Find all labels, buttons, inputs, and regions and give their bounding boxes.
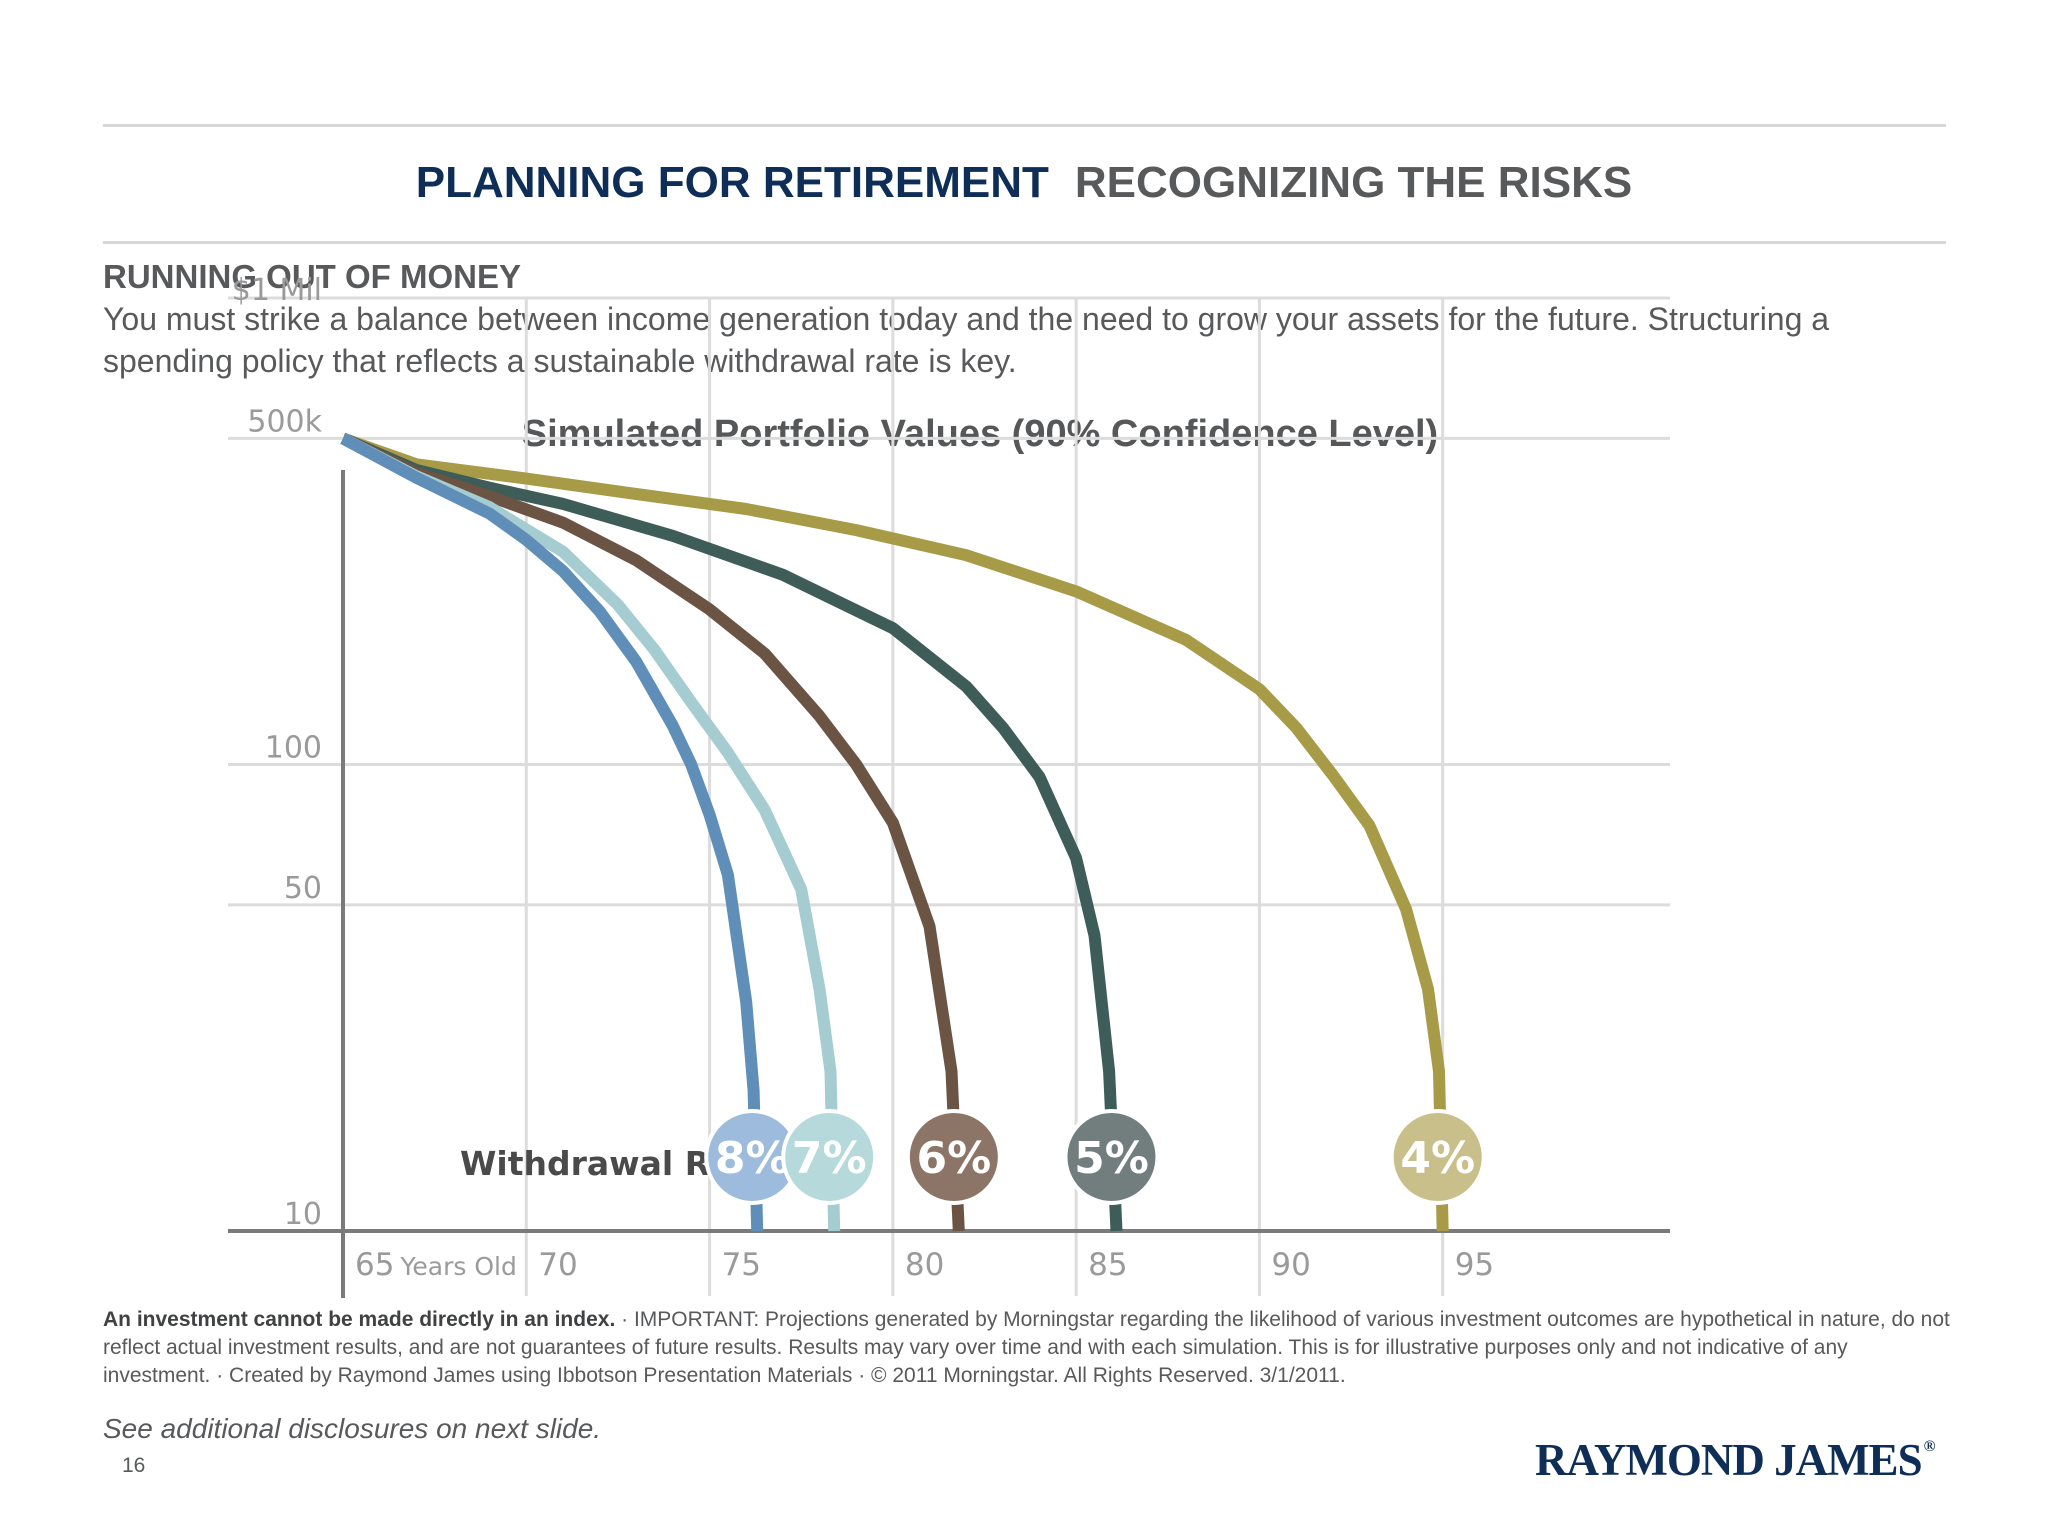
title-divider	[103, 241, 1946, 244]
registered-mark: ®	[1923, 1438, 1936, 1455]
x-tick-label: 65 Years Old	[355, 1247, 517, 1283]
see-more-note: See additional disclosures on next slide…	[103, 1413, 602, 1444]
chart-axes: $1 Mil 500k 100 50 10 65 Years Old 70 75 80 85 90 95	[228, 273, 1670, 1298]
series-line-8pct	[340, 433, 764, 1232]
rate-badge-label: 4%	[1400, 1133, 1475, 1184]
section-heading: RUNNING OUT OF MONEY	[103, 258, 521, 295]
top-divider	[103, 124, 1946, 127]
rate-badge-5pct	[1063, 1109, 1160, 1205]
disclaimer-text: · IMPORTANT: Projections generated by Mo…	[103, 1308, 1950, 1387]
logo-text: RAYMOND JAMES	[1535, 1435, 1923, 1485]
x-tick-label: 75	[722, 1247, 761, 1283]
series-line-5pct	[340, 432, 1123, 1232]
rate-badge-label: 6%	[916, 1133, 991, 1184]
series-line-4pct	[341, 432, 1449, 1232]
rate-badge-label: 5%	[1074, 1133, 1149, 1184]
rate-badge-4pct	[1389, 1109, 1486, 1205]
y-tick-label: $1 Mil	[232, 273, 322, 308]
series-line-6pct	[340, 432, 965, 1232]
y-tick-label: 50	[284, 871, 322, 906]
rate-badge-7pct	[781, 1109, 878, 1205]
rate-badge-label: 7%	[792, 1133, 867, 1184]
x-tick-label: 85	[1088, 1247, 1127, 1283]
chart-title: Simulated Portfolio Values (90% Confiden…	[522, 413, 1438, 455]
disclaimer-lead: An investment cannot be made directly in…	[103, 1308, 616, 1331]
title-main: PLANNING FOR RETIREMENT	[415, 158, 1049, 207]
x-tick-label: 80	[905, 1247, 944, 1283]
portfolio-chart: Simulated Portfolio Values (90% Confiden…	[228, 273, 1670, 1298]
chart-series	[340, 432, 1449, 1232]
y-tick-label: 500k	[247, 404, 322, 439]
x-tick-label: 95	[1455, 1247, 1494, 1283]
title-sub: RECOGNIZING THE RISKS	[1074, 158, 1633, 207]
slide-title: PLANNING FOR RETIREMENT RECOGNIZING THE R…	[0, 158, 2048, 208]
y-tick-label: 10	[284, 1197, 322, 1232]
page-number: 16	[122, 1454, 146, 1477]
raymond-james-logo: RAYMOND JAMES ®	[1535, 1434, 1936, 1486]
x-tick-label: 70	[538, 1247, 577, 1283]
x-tick-suffix: Years Old	[399, 1252, 516, 1281]
chart-grid	[228, 296, 1670, 1296]
section-body: You must strike a balance between income…	[103, 301, 1830, 379]
x-tick-label: 90	[1271, 1247, 1310, 1283]
rate-badge-label: 8%	[715, 1133, 790, 1184]
chart-legend: Withdrawal Rate: 8% 7% 6% 5% 4%	[460, 1109, 1486, 1205]
y-tick-label: 100	[265, 731, 322, 766]
disclaimer: An investment cannot be made directly in…	[103, 1306, 1953, 1390]
rate-badge-6pct	[905, 1109, 1002, 1205]
